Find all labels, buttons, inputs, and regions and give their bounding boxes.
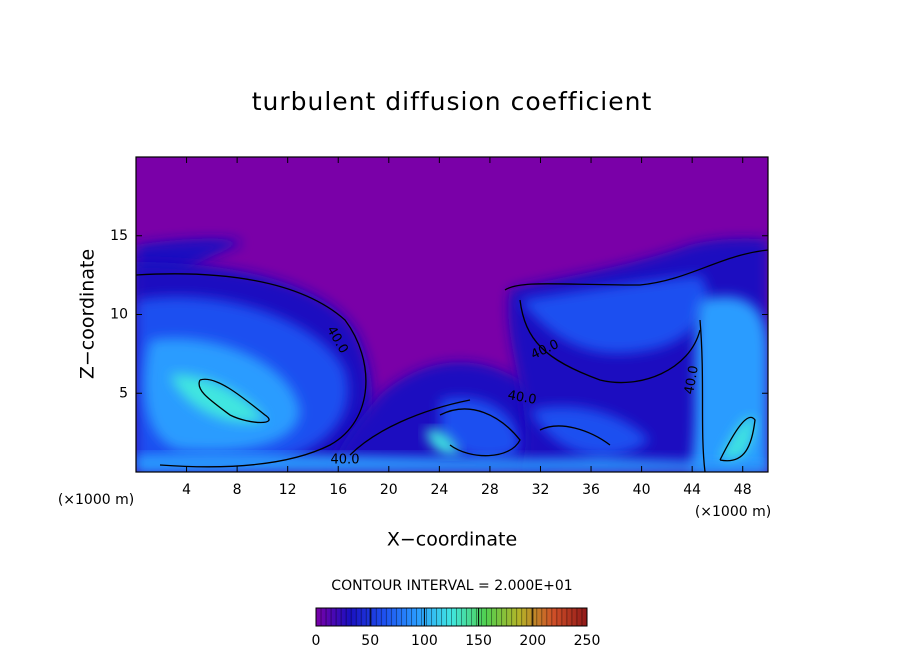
colorbar-tick-label: 150 [465, 633, 492, 649]
x-tick-label: 8 [233, 482, 242, 498]
field-region [425, 429, 460, 456]
chart-title: turbulent diffusion coefficient [252, 87, 653, 116]
contour-line [349, 399, 471, 456]
field-region [520, 275, 708, 354]
colorbar-tick-label: 250 [574, 633, 601, 649]
field [136, 157, 768, 472]
y-axis-label: Z−coordinate [77, 249, 99, 379]
x-unit-label: (×1000 m) [695, 504, 771, 520]
colorbar-tick-label: 100 [411, 633, 438, 649]
x-tick-label: 12 [279, 482, 297, 498]
contour-label: 40.0 [506, 388, 537, 408]
contour-line [699, 319, 706, 472]
x-tick-label: 20 [380, 482, 398, 498]
x-tick-label: 24 [430, 482, 448, 498]
y-tick-label: 15 [110, 228, 128, 244]
x-tick-label: 36 [582, 482, 600, 498]
contour-label: 40.0 [682, 364, 702, 395]
field-region [170, 374, 265, 423]
colorbar-tick-label: 200 [519, 633, 546, 649]
contour-line [198, 378, 270, 424]
contour-line [719, 416, 756, 462]
x-tick-label: 44 [683, 482, 701, 498]
contour-line [504, 249, 768, 291]
field-region [440, 397, 520, 459]
y-unit-label: (×1000 m) [58, 492, 134, 508]
colorbar-tick-label: 50 [361, 633, 379, 649]
x-tick-label: 48 [734, 482, 752, 498]
x-axis-label: X−coordinate [387, 529, 517, 551]
x-tick-label: 32 [532, 482, 550, 498]
contour-label: 40.0 [331, 453, 360, 468]
contour-line [519, 299, 701, 384]
x-tick-label: 28 [481, 482, 499, 498]
contour-line [539, 425, 611, 446]
colorbar-tick-label: 0 [312, 633, 321, 649]
x-tick-label: 4 [182, 482, 191, 498]
x-tick-label: 16 [329, 482, 347, 498]
y-tick-label: 10 [110, 307, 128, 323]
contour-line [136, 273, 367, 468]
y-tick-label: 5 [119, 385, 128, 401]
x-tick-label: 40 [633, 482, 651, 498]
contour-interval: CONTOUR INTERVAL = 2.000E+01 [331, 578, 572, 594]
field-region [530, 406, 650, 457]
contour-line [439, 408, 521, 457]
